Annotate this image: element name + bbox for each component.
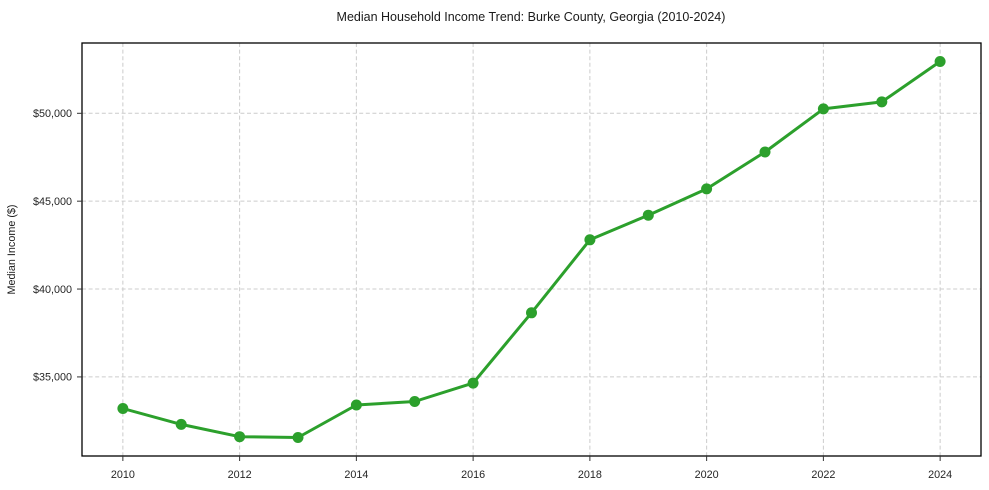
x-tick-label: 2014: [344, 469, 368, 481]
y-axis-label: Median Income ($): [6, 204, 18, 294]
x-tick-label: 2018: [578, 469, 602, 481]
data-point-marker: [642, 209, 654, 221]
axis-ticks: 2010 2012 2014 2016 2018 2020 2022 2024 $35,000 $…: [33, 108, 952, 481]
gridlines: [82, 43, 981, 456]
x-tick-label: 2024: [928, 469, 952, 481]
data-point-marker: [584, 234, 596, 246]
data-point-marker: [526, 307, 537, 319]
data-point-marker: [175, 418, 187, 430]
y-tick-label: $45,000: [33, 196, 72, 208]
x-tick-label: 2012: [228, 469, 252, 481]
data-point-marker: [350, 399, 362, 411]
data-point-marker: [817, 103, 829, 115]
data-point-marker: [292, 432, 304, 443]
data-point-marker: [701, 183, 713, 195]
data-point-marker: [467, 377, 479, 389]
y-tick-label: $35,000: [33, 372, 72, 384]
y-tick-label: $50,000: [33, 108, 72, 120]
x-tick-label: 2020: [695, 469, 719, 481]
data-point-marker: [409, 396, 421, 407]
data-point-marker: [876, 96, 888, 108]
data-point-marker: [934, 56, 946, 67]
data-point-marker: [759, 146, 771, 158]
chart-title: Median Household Income Trend: Burke Cou…: [337, 10, 726, 24]
plot-border: [81, 42, 982, 457]
trend-line: [121, 60, 942, 439]
data-point-marker: [117, 403, 129, 414]
y-tick-label: $40,000: [33, 284, 72, 296]
x-tick-label: 2022: [811, 469, 835, 481]
data-point-marker: [234, 431, 246, 443]
x-tick-label: 2016: [461, 469, 485, 481]
data-series: [117, 56, 946, 443]
x-tick-label: 2010: [111, 469, 135, 481]
